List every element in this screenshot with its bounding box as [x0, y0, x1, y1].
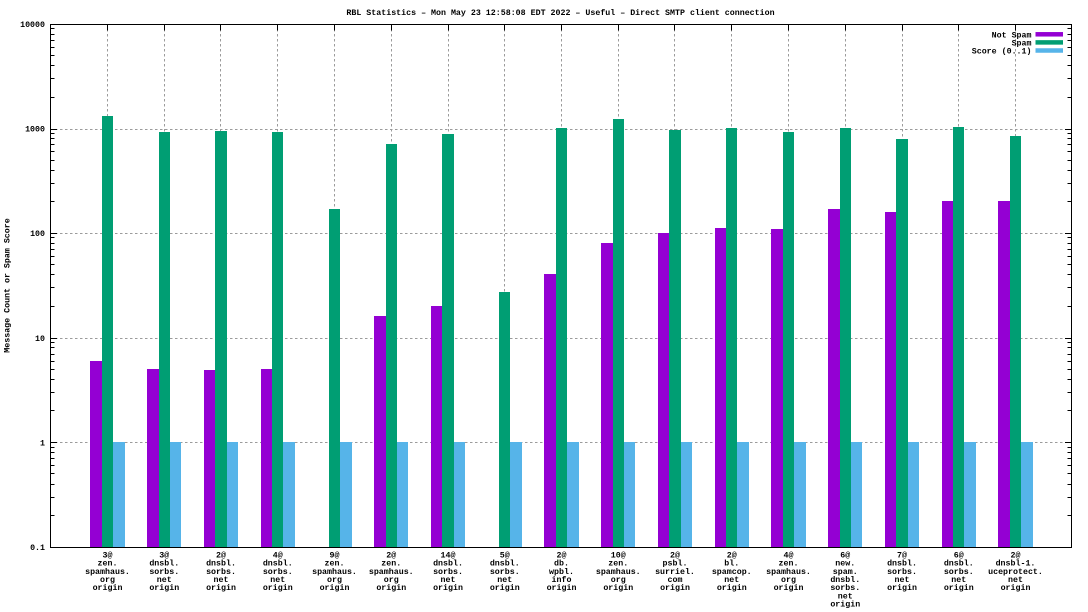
svg-text:sorbs.: sorbs.	[149, 567, 179, 577]
svg-text:Message Count or Spam Score: Message Count or Spam Score	[4, 218, 13, 352]
svg-text:org: org	[384, 576, 399, 585]
svg-text:spamhaus.: spamhaus.	[85, 567, 130, 577]
svg-text:origin: origin	[490, 583, 520, 593]
svg-text:9@: 9@	[330, 550, 340, 560]
svg-text:10@: 10@	[611, 550, 626, 560]
svg-text:org: org	[327, 576, 342, 585]
svg-text:origin: origin	[376, 583, 406, 593]
svg-text:origin: origin	[547, 583, 577, 593]
svg-text:6@: 6@	[840, 550, 850, 560]
svg-text:2@: 2@	[216, 550, 226, 560]
svg-text:2@: 2@	[670, 550, 680, 560]
svg-text:zen.: zen.	[381, 560, 401, 569]
svg-text:6@: 6@	[954, 550, 964, 560]
svg-text:net: net	[270, 576, 285, 585]
svg-text:origin: origin	[93, 583, 123, 593]
svg-text:net: net	[838, 592, 853, 601]
svg-text:dnsbl.: dnsbl.	[263, 559, 293, 569]
svg-text:sorbs.: sorbs.	[887, 567, 917, 577]
svg-text:net: net	[214, 576, 229, 585]
svg-text:14@: 14@	[441, 550, 456, 560]
svg-text:3@: 3@	[159, 550, 169, 560]
svg-text:origin: origin	[320, 583, 350, 593]
svg-text:Spam: Spam	[1012, 39, 1032, 48]
svg-text:org: org	[781, 576, 796, 585]
svg-text:dnsbl.: dnsbl.	[887, 559, 917, 569]
svg-text:dnsbl.: dnsbl.	[944, 559, 974, 569]
svg-text:sorbs.: sorbs.	[944, 567, 974, 577]
svg-text:zen.: zen.	[325, 560, 345, 569]
svg-text:0.1: 0.1	[30, 544, 45, 553]
svg-text:sorbs.: sorbs.	[433, 567, 463, 577]
svg-text:dnsbl.: dnsbl.	[433, 559, 463, 569]
svg-text:origin: origin	[603, 583, 633, 593]
svg-text:origin: origin	[149, 583, 179, 593]
svg-text:origin: origin	[830, 600, 860, 610]
svg-text:2@: 2@	[386, 550, 396, 560]
svg-text:net: net	[895, 576, 910, 585]
svg-text:4@: 4@	[273, 550, 283, 560]
svg-text:bl.: bl.	[724, 559, 739, 569]
svg-text:sorbs.: sorbs.	[490, 567, 520, 577]
svg-text:dnsbl.: dnsbl.	[149, 559, 179, 569]
svg-text:spamhaus.: spamhaus.	[596, 567, 641, 577]
svg-text:new.: new.	[835, 560, 855, 569]
svg-text:origin: origin	[433, 583, 463, 593]
svg-text:origin: origin	[263, 583, 293, 593]
svg-text:wpbl.: wpbl.	[549, 567, 574, 577]
svg-text:7@: 7@	[897, 550, 907, 560]
svg-text:RBL Statistics – Mon May 23 12: RBL Statistics – Mon May 23 12:58:08 EDT…	[346, 8, 774, 18]
svg-text:net: net	[951, 576, 966, 585]
svg-text:spamhaus.: spamhaus.	[369, 567, 414, 577]
svg-text:dnsbl.: dnsbl.	[830, 575, 860, 585]
svg-text:origin: origin	[1001, 583, 1031, 593]
svg-text:Not Spam: Not Spam	[992, 31, 1032, 40]
svg-text:net: net	[724, 576, 739, 585]
svg-text:net: net	[1008, 576, 1023, 585]
svg-text:surriel.: surriel.	[655, 567, 695, 577]
svg-text:spam.: spam.	[833, 568, 858, 577]
svg-text:sorbs.: sorbs.	[263, 567, 293, 577]
svg-text:sorbs.: sorbs.	[206, 567, 236, 577]
svg-text:origin: origin	[206, 583, 236, 593]
svg-text:db.: db.	[554, 559, 569, 569]
svg-text:spamhaus.: spamhaus.	[766, 567, 811, 577]
svg-text:2@: 2@	[727, 550, 737, 560]
svg-text:origin: origin	[944, 583, 974, 593]
svg-text:1000: 1000	[25, 126, 45, 135]
svg-text:1: 1	[40, 439, 45, 448]
svg-text:origin: origin	[717, 583, 747, 593]
svg-text:origin: origin	[774, 583, 804, 593]
svg-text:net: net	[497, 576, 512, 585]
svg-text:dnsbl.: dnsbl.	[490, 559, 520, 569]
svg-text:org: org	[611, 576, 626, 585]
svg-text:origin: origin	[660, 583, 690, 593]
svg-text:zen.: zen.	[779, 560, 799, 569]
svg-text:uceprotect.: uceprotect.	[988, 568, 1043, 577]
svg-text:3@: 3@	[103, 550, 113, 560]
svg-text:origin: origin	[887, 583, 917, 593]
svg-text:net: net	[441, 576, 456, 585]
svg-text:4@: 4@	[784, 550, 794, 560]
svg-text:info: info	[552, 575, 572, 585]
svg-text:Score (0..1): Score (0..1)	[972, 47, 1032, 57]
svg-text:5@: 5@	[500, 550, 510, 560]
svg-text:100: 100	[30, 230, 45, 239]
svg-text:2@: 2@	[557, 550, 567, 560]
svg-text:sorbs.: sorbs.	[830, 583, 860, 593]
svg-text:psbl.: psbl.	[663, 559, 688, 569]
svg-text:net: net	[157, 576, 172, 585]
svg-text:zen.: zen.	[98, 560, 118, 569]
svg-text:spamcop.: spamcop.	[712, 568, 752, 577]
svg-text:spamhaus.: spamhaus.	[312, 567, 357, 577]
svg-text:10000: 10000	[20, 21, 45, 30]
svg-text:org: org	[100, 576, 115, 585]
svg-text:com: com	[668, 576, 683, 585]
svg-text:2@: 2@	[1011, 550, 1021, 560]
svg-text:10: 10	[35, 335, 45, 344]
svg-text:dnsbl-1.: dnsbl-1.	[996, 559, 1036, 569]
svg-text:zen.: zen.	[608, 560, 628, 569]
svg-text:dnsbl.: dnsbl.	[206, 559, 236, 569]
